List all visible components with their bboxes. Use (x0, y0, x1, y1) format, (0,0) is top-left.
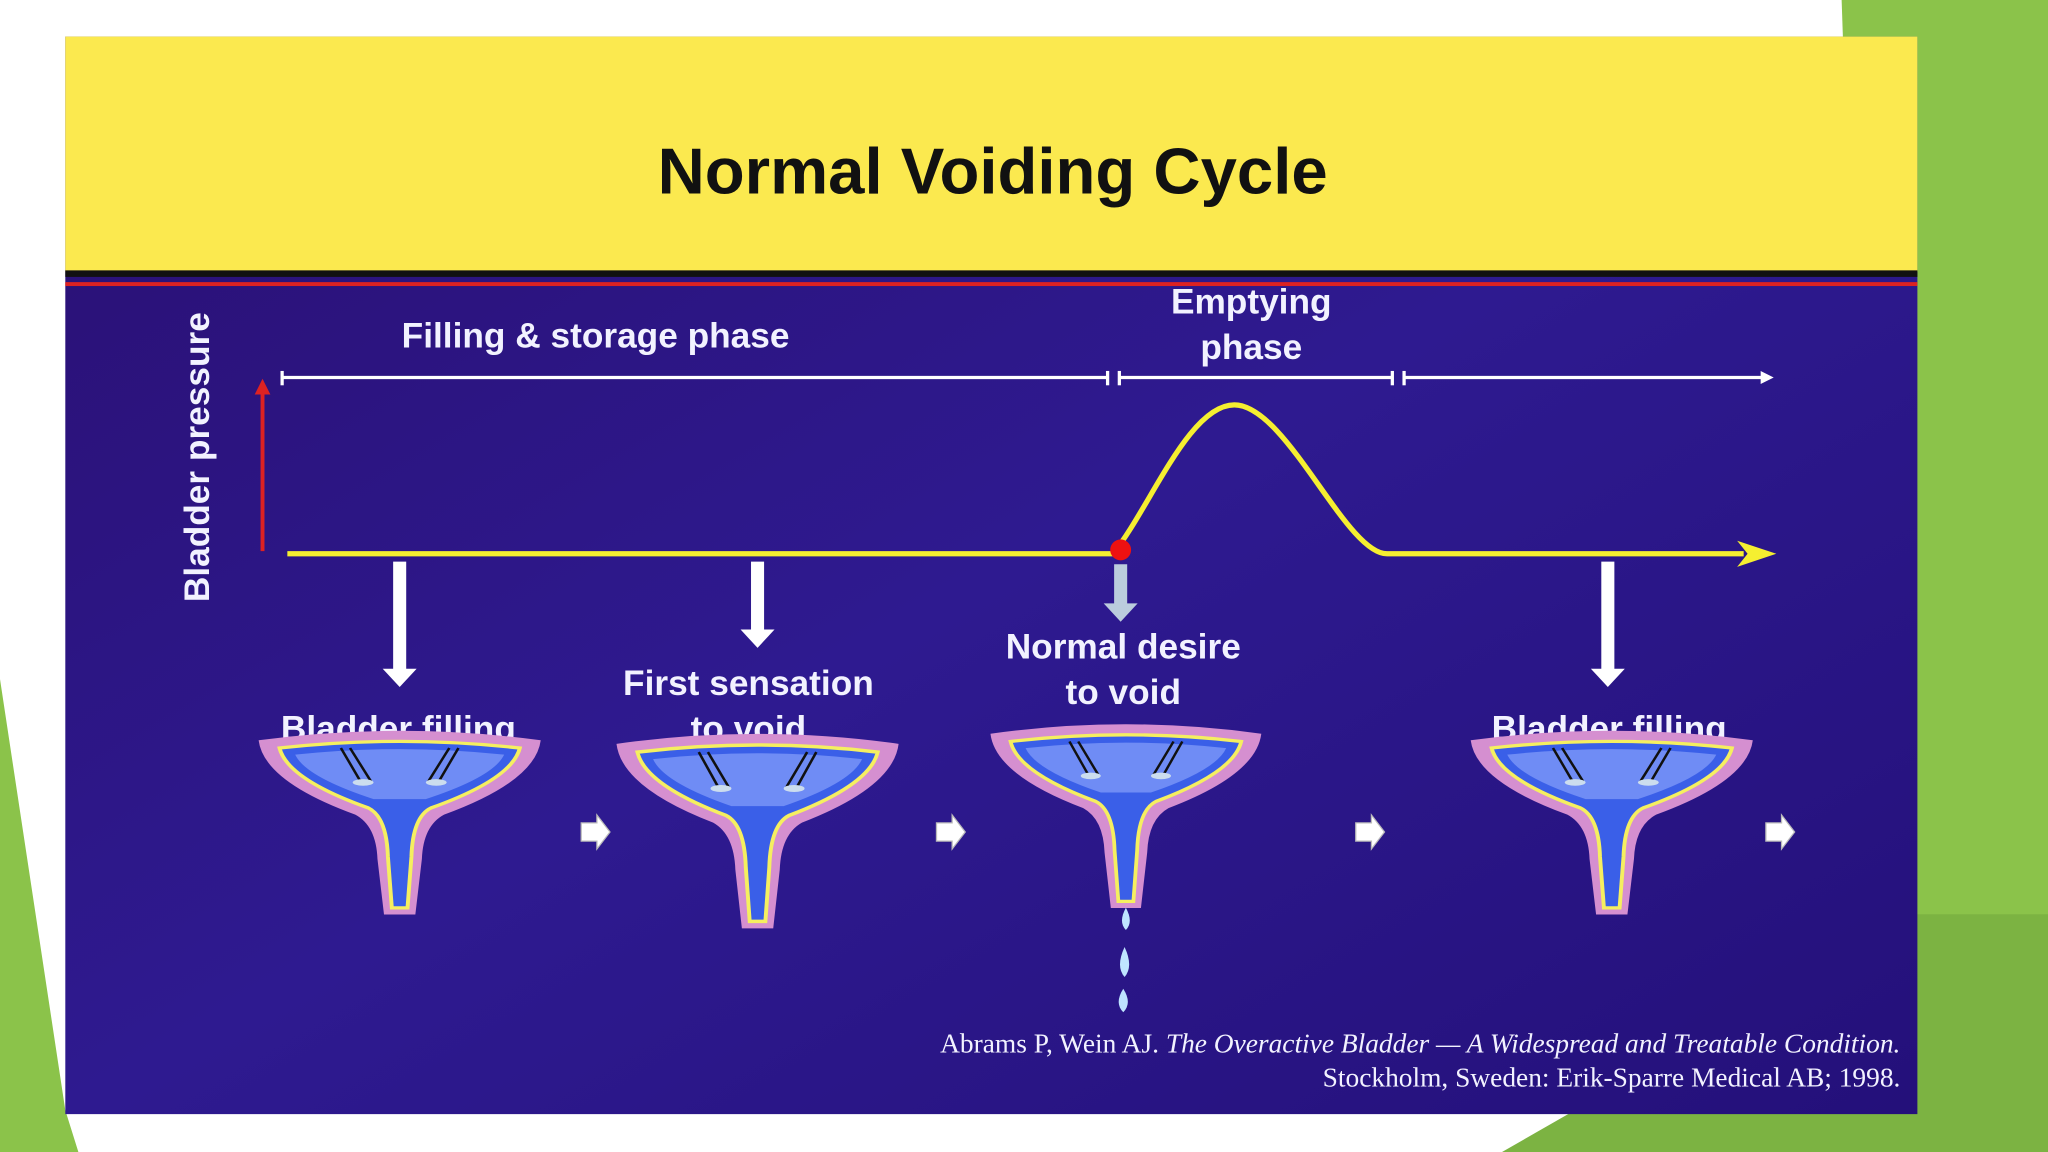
arrow-head (1737, 540, 1777, 567)
marker (1110, 539, 1132, 561)
header (65, 36, 1918, 272)
citation-publisher: Stockholm, Sweden: Erik-Sparre Medical A… (1323, 1063, 1901, 1093)
y-axis-label: Bladder pressure (178, 312, 217, 602)
phase-brackets (280, 370, 1764, 386)
citation-work: The Overactive Bladder — A Widespread an… (1166, 1029, 1901, 1059)
arrow-head (1760, 370, 1774, 384)
stage-label: to void (1065, 673, 1181, 712)
divider (65, 282, 1918, 287)
title: Normal Voiding Cycle (658, 134, 1328, 207)
phase-label: phase (1200, 328, 1302, 367)
stage-label: Normal desire (1006, 627, 1241, 666)
pressure-curve (287, 402, 1744, 557)
decor (0, 679, 79, 1152)
down-arrows (382, 561, 1625, 688)
citation: Abrams P, Wein AJ. The Overactive Bladde… (940, 1029, 1900, 1059)
phase-label: Emptying (1171, 282, 1332, 321)
phase-label: Filling & storage phase (402, 316, 790, 355)
divider (65, 270, 1918, 277)
stage-label: First sensation (623, 664, 874, 703)
citation-authors: Abrams P, Wein AJ. (940, 1029, 1159, 1059)
axis-head (254, 378, 271, 395)
drops (1118, 907, 1130, 1013)
